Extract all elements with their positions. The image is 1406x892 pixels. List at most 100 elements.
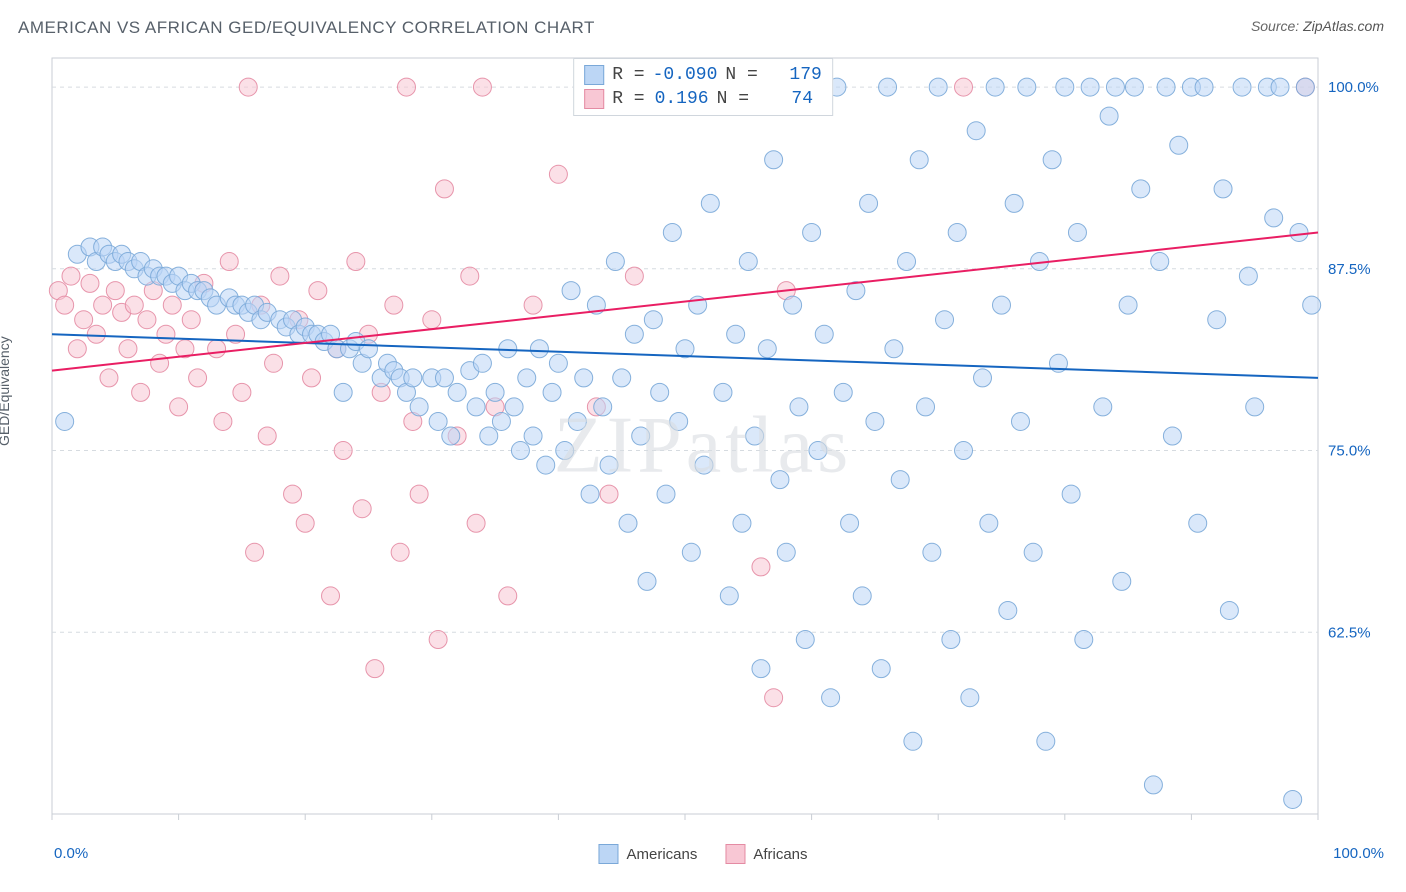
r-label: R =: [612, 65, 644, 85]
data-point: [1296, 78, 1314, 96]
data-point: [334, 383, 352, 401]
n-value: 179: [766, 65, 822, 85]
data-point: [1005, 194, 1023, 212]
data-point: [961, 689, 979, 707]
data-point: [106, 282, 124, 300]
legend-swatch: [584, 65, 604, 85]
legend-swatch: [725, 844, 745, 864]
data-point: [777, 543, 795, 561]
data-point: [1265, 209, 1283, 227]
data-point: [955, 442, 973, 460]
data-point: [1233, 78, 1251, 96]
data-point: [1132, 180, 1150, 198]
data-point: [1239, 267, 1257, 285]
n-label: N =: [725, 65, 757, 85]
data-point: [967, 122, 985, 140]
data-point: [1113, 572, 1131, 590]
data-point: [1043, 151, 1061, 169]
data-point: [151, 354, 169, 372]
data-point: [1144, 776, 1162, 794]
data-point: [448, 383, 466, 401]
data-point: [353, 500, 371, 518]
data-point: [1163, 427, 1181, 445]
data-point: [575, 369, 593, 387]
source-attribution: Source: ZipAtlas.com: [1251, 18, 1384, 34]
data-point: [1106, 78, 1124, 96]
data-point: [1208, 311, 1226, 329]
chart-title: AMERICAN VS AFRICAN GED/EQUIVALENCY CORR…: [18, 18, 595, 38]
data-point: [360, 340, 378, 358]
data-point: [182, 311, 200, 329]
data-point: [606, 253, 624, 271]
data-point: [62, 267, 80, 285]
data-point: [461, 267, 479, 285]
data-point: [841, 514, 859, 532]
stats-legend-row: R =0.196N =74: [584, 87, 822, 111]
data-point: [758, 340, 776, 358]
data-point: [619, 514, 637, 532]
data-point: [435, 180, 453, 198]
source-value: ZipAtlas.com: [1303, 18, 1384, 34]
data-point: [1056, 78, 1074, 96]
data-point: [765, 151, 783, 169]
legend-item: Africans: [725, 844, 807, 864]
legend-swatch: [584, 89, 604, 109]
data-point: [1018, 78, 1036, 96]
data-point: [511, 442, 529, 460]
data-point: [727, 325, 745, 343]
data-point: [499, 587, 517, 605]
data-point: [258, 427, 276, 445]
stats-legend: R =-0.090N =179R =0.196N =74: [573, 58, 833, 116]
chart-area: 62.5%75.0%87.5%100.0%: [16, 54, 1388, 832]
data-point: [1081, 78, 1099, 96]
data-point: [1157, 78, 1175, 96]
data-point: [986, 78, 1004, 96]
data-point: [480, 427, 498, 445]
data-point: [81, 274, 99, 292]
data-point: [942, 631, 960, 649]
data-point: [220, 253, 238, 271]
data-point: [246, 543, 264, 561]
data-point: [505, 398, 523, 416]
data-point: [1100, 107, 1118, 125]
data-point: [651, 383, 669, 401]
data-point: [746, 427, 764, 445]
data-point: [467, 514, 485, 532]
data-point: [119, 340, 137, 358]
data-point: [936, 311, 954, 329]
data-point: [682, 543, 700, 561]
data-point: [872, 660, 890, 678]
data-point: [600, 456, 618, 474]
data-point: [784, 296, 802, 314]
data-point: [923, 543, 941, 561]
series-legend: AmericansAfricans: [598, 844, 807, 864]
data-point: [765, 689, 783, 707]
data-point: [189, 369, 207, 387]
n-value: 74: [757, 89, 813, 109]
data-point: [1214, 180, 1232, 198]
data-point: [581, 485, 599, 503]
y-tick-label: 100.0%: [1328, 79, 1379, 96]
data-point: [1068, 223, 1086, 241]
data-point: [435, 369, 453, 387]
data-point: [75, 311, 93, 329]
data-point: [980, 514, 998, 532]
data-point: [473, 78, 491, 96]
data-point: [720, 587, 738, 605]
data-point: [524, 427, 542, 445]
x-axis-max-label: 100.0%: [1333, 845, 1384, 862]
data-point: [492, 412, 510, 430]
data-point: [999, 601, 1017, 619]
data-point: [803, 223, 821, 241]
data-point: [157, 325, 175, 343]
data-point: [233, 383, 251, 401]
data-point: [423, 311, 441, 329]
data-point: [442, 427, 460, 445]
data-point: [410, 485, 428, 503]
data-point: [56, 296, 74, 314]
data-point: [752, 660, 770, 678]
data-point: [518, 369, 536, 387]
data-point: [1151, 253, 1169, 271]
data-point: [1119, 296, 1137, 314]
data-point: [1195, 78, 1213, 96]
